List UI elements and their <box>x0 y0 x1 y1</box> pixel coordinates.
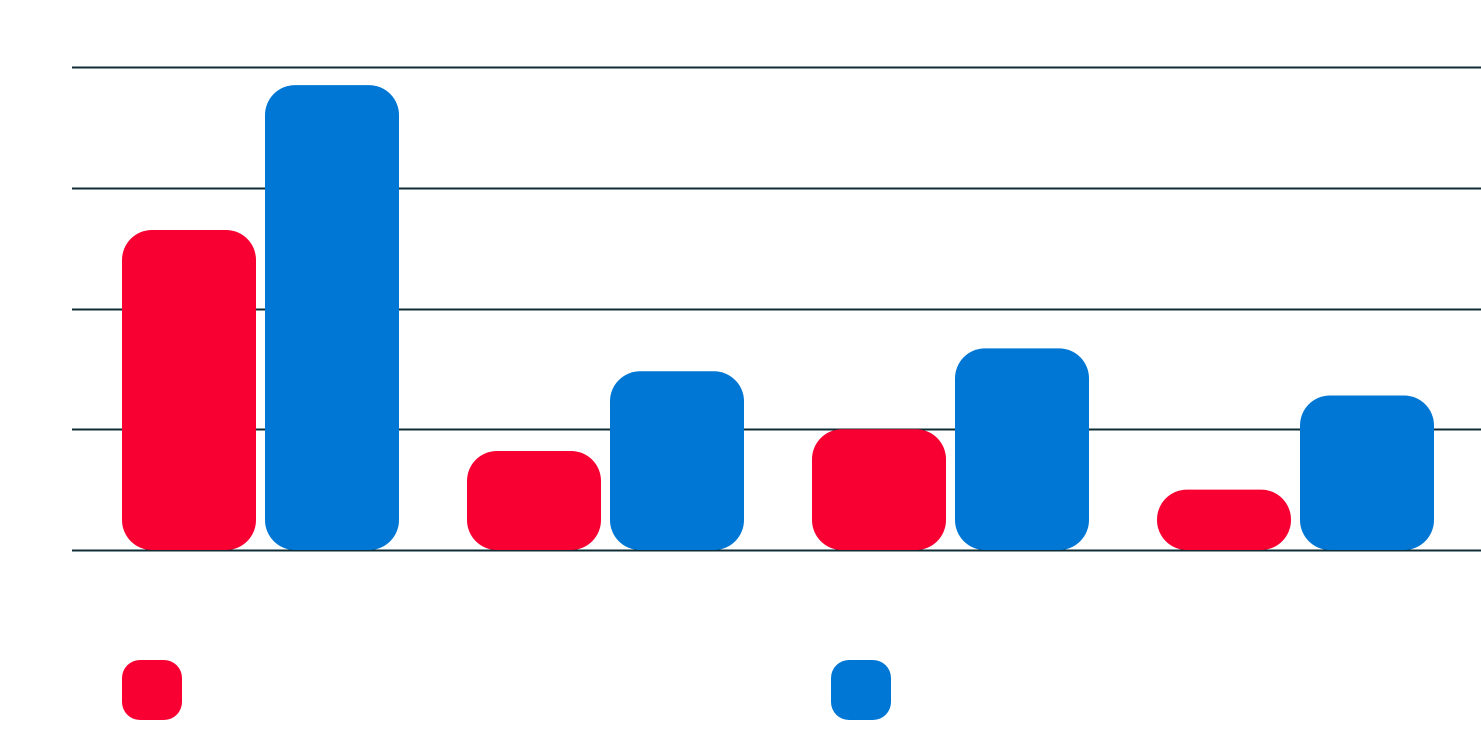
bar-series-1-category-2 <box>467 450 601 550</box>
bar-series-1-category-4 <box>1157 489 1291 550</box>
bar-series-2-category-2 <box>610 371 744 550</box>
legend <box>122 660 891 720</box>
bar-series-1-category-1 <box>122 230 256 550</box>
bars <box>122 85 1434 551</box>
legend-swatch-series-2 <box>831 660 891 720</box>
legend-swatch-series-1 <box>122 660 182 720</box>
bar-series-2-category-4 <box>1300 395 1434 550</box>
bar-series-2-category-1 <box>265 85 399 551</box>
bar-series-1-category-3 <box>812 429 946 550</box>
bar-series-2-category-3 <box>955 348 1089 550</box>
